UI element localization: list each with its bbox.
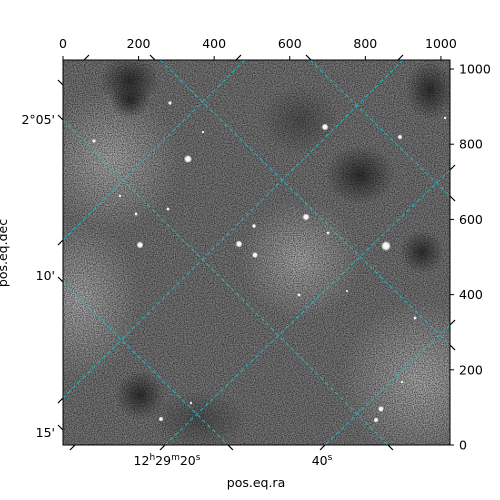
star [302,213,310,221]
top-tick-label: 1000 [425,36,457,51]
star [158,416,164,422]
right-tick-label: 1000 [459,62,491,77]
star [413,316,417,320]
y-axis-label: pos.eq.dec [0,219,10,287]
top-tick-label: 200 [127,36,151,51]
star [443,116,447,120]
star [189,401,193,405]
star [235,240,243,248]
right-tick-label: 400 [459,287,483,302]
star [184,155,192,163]
top-pixel-axis [62,56,442,60]
star [251,223,257,229]
right-tick-label: 600 [459,212,483,227]
astronomical-image [63,60,450,445]
top-pixel-axis-labels: 0 200 400 600 800 1000 [59,36,457,51]
x-axis-label: pos.eq.ra [227,475,285,490]
right-tick-label: 0 [459,438,467,453]
right-tick-label: 200 [459,362,483,377]
star [166,207,170,211]
grid-line [324,324,450,445]
grid-line [63,60,404,399]
grid-line [159,60,450,346]
right-tick-label: 800 [459,137,483,152]
ra-tick-label: 12h29m20s [134,453,201,468]
dec-tick-label: 2°05' [21,112,55,127]
star [326,231,330,235]
world-coordinate-grid [63,60,450,445]
star [345,289,349,293]
grid-line [164,169,450,445]
ra-tick-label: 40s [312,453,333,468]
top-tick-label: 600 [278,36,302,51]
grid-line [63,60,246,241]
star [118,194,122,198]
star [92,139,96,143]
star [400,380,404,384]
star [201,130,205,134]
top-tick-label: 400 [202,36,226,51]
top-tick-label: 0 [59,36,67,51]
plot-frame [62,59,451,446]
star [381,241,391,251]
grid-line [63,281,229,445]
top-tick-label: 800 [353,36,377,51]
star [321,123,329,131]
dec-tick-label: 10' [36,268,55,283]
star [134,212,138,216]
right-pixel-axis [450,68,454,446]
star [378,406,384,412]
star [373,417,379,423]
right-pixel-axis-labels: 0 200 400 600 800 1000 [459,62,491,453]
star [168,101,172,105]
star [252,252,258,258]
grid-line [309,60,450,197]
star [136,241,144,249]
star [397,134,403,140]
dec-tick-label: 15' [36,425,55,440]
star [297,293,301,297]
world-ticks [57,54,456,451]
